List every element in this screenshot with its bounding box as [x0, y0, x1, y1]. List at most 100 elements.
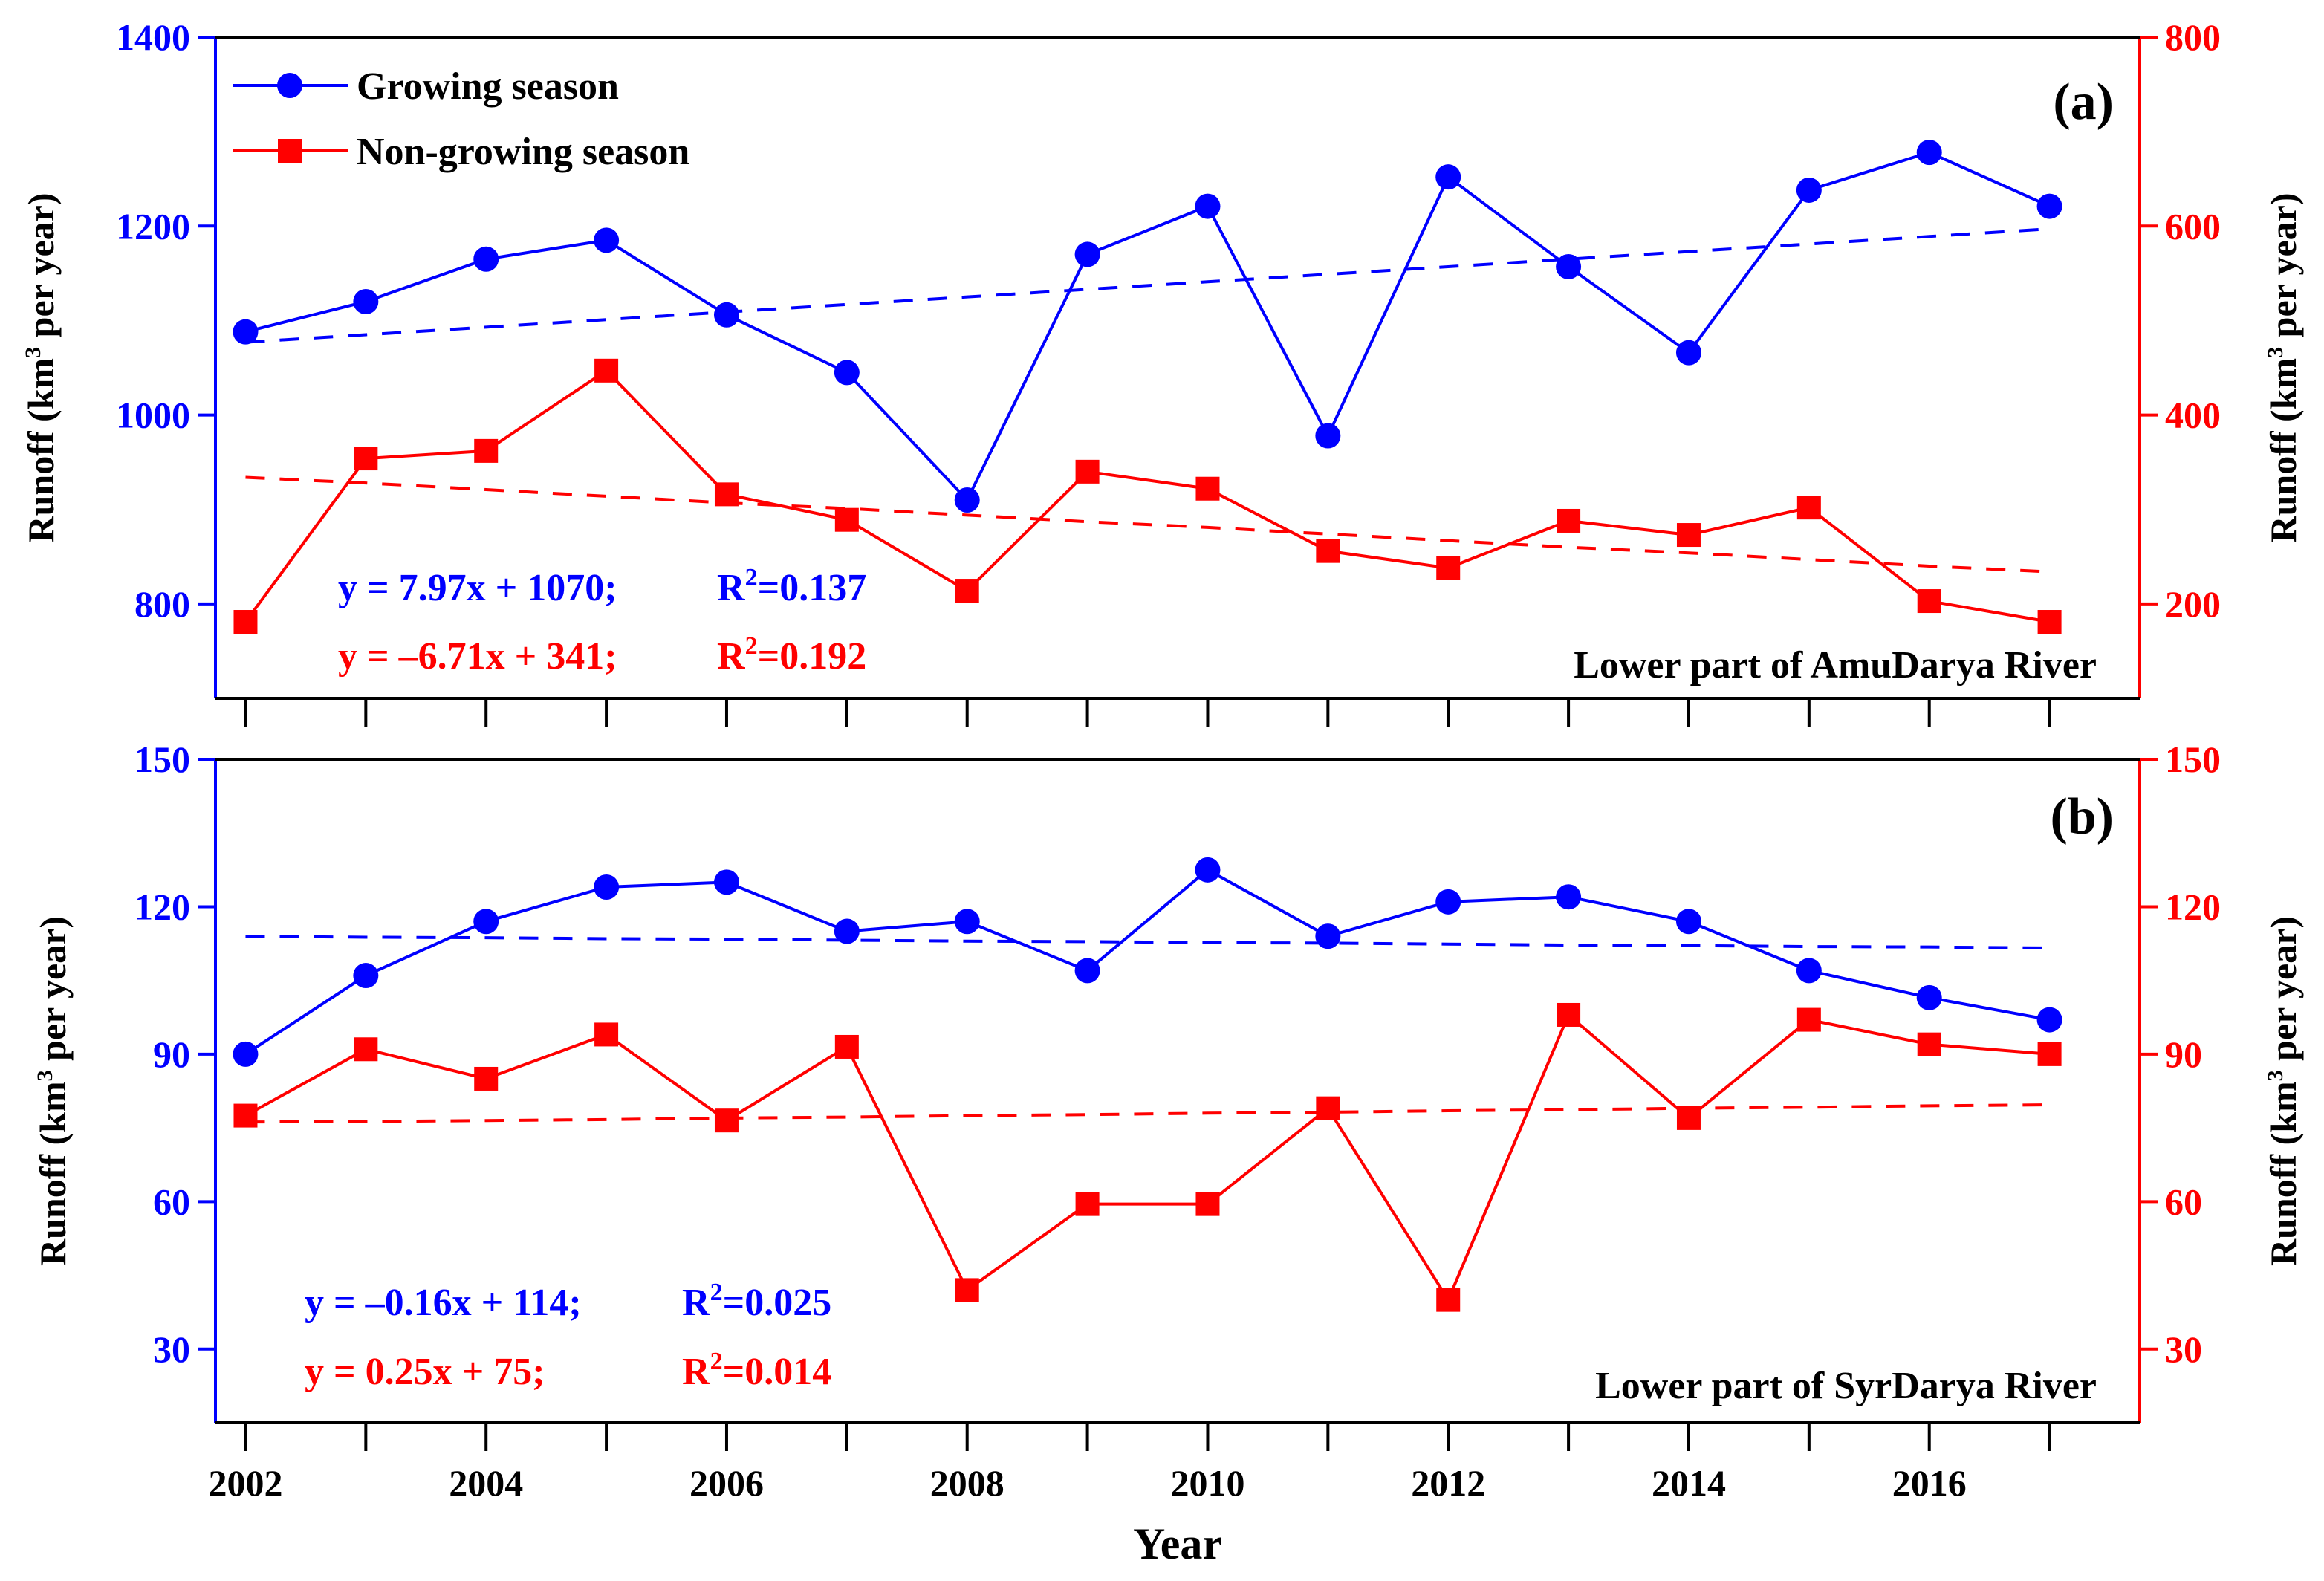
x-tick-label: 2004: [449, 1462, 523, 1504]
data-point: [713, 302, 739, 328]
regression-equation: y = –0.16x + 114;: [305, 1282, 582, 1324]
data-point: [1796, 1007, 1821, 1032]
data-point: [954, 909, 980, 935]
data-point: [1195, 1192, 1220, 1216]
data-point: [1675, 909, 1701, 935]
data-point: [834, 507, 859, 532]
right-y-axis-title: Runoff (km3 per year): [2262, 916, 2304, 1266]
panel-label: (b): [2050, 788, 2114, 845]
left-y-tick-label: 1000: [116, 395, 190, 436]
data-point: [1917, 1032, 1941, 1056]
data-point: [2037, 1042, 2062, 1066]
data-point: [1796, 496, 1821, 520]
data-point: [1675, 340, 1701, 366]
data-point: [233, 1041, 259, 1067]
data-point: [1796, 177, 1822, 203]
data-point: [594, 874, 620, 900]
series-line: [244, 150, 2051, 503]
legend-marker: [278, 139, 302, 163]
left-y-tick-label: 120: [134, 886, 190, 927]
data-point: [2036, 193, 2062, 219]
data-point: [1435, 164, 1461, 190]
r-squared: R2=0.014: [682, 1348, 831, 1393]
left-y-axis-title: Runoff (km3 per year): [32, 916, 74, 1266]
data-point: [473, 909, 499, 935]
trend-line: [245, 475, 2050, 574]
legend-marker: [277, 73, 302, 98]
data-point: [1195, 193, 1221, 219]
data-point: [353, 289, 379, 314]
trend-line: [245, 1103, 2050, 1124]
right-y-tick-label: 800: [2165, 16, 2221, 58]
legend-label: Non-growing season: [357, 131, 689, 173]
data-point: [1556, 884, 1582, 910]
left-y-tick-label: 150: [134, 738, 190, 780]
trend-line: [245, 935, 2050, 950]
series-line: [244, 1012, 2050, 1303]
data-point: [473, 246, 499, 272]
right-y-tick-label: 90: [2165, 1033, 2202, 1075]
x-tick-label: 2002: [208, 1462, 282, 1504]
data-point: [594, 358, 619, 383]
r-squared: R2=0.192: [717, 632, 866, 678]
regression-equation: y = 0.25x + 75;: [305, 1351, 545, 1393]
data-point: [1195, 857, 1221, 883]
data-point: [1436, 556, 1461, 580]
data-point: [1676, 1106, 1701, 1130]
data-point: [354, 1037, 378, 1062]
data-point: [954, 487, 980, 513]
left-y-tick-label: 90: [153, 1033, 190, 1075]
panel-subtitle: Lower part of AmuDarya River: [1574, 644, 2097, 686]
data-point: [834, 360, 860, 386]
series-line: [244, 868, 2050, 1056]
data-point: [354, 447, 378, 471]
x-tick-label: 2012: [1411, 1462, 1485, 1504]
data-point: [1195, 476, 1220, 501]
r-squared: R2=0.025: [682, 1279, 831, 1324]
data-point: [1435, 889, 1461, 915]
data-point: [1316, 539, 1340, 563]
data-point: [1917, 589, 1941, 614]
r-squared: R2=0.137: [717, 564, 866, 609]
data-point: [955, 579, 979, 603]
legend-label: Growing season: [357, 65, 619, 108]
data-point: [233, 610, 258, 634]
x-tick-label: 2014: [1652, 1462, 1726, 1504]
right-y-tick-label: 400: [2165, 395, 2221, 436]
right-y-tick-label: 600: [2165, 205, 2221, 247]
data-point: [233, 1103, 258, 1128]
right-y-tick-label: 120: [2165, 886, 2221, 927]
data-point: [1556, 253, 1582, 279]
left-y-tick-label: 30: [153, 1328, 190, 1370]
data-point: [1436, 1288, 1461, 1312]
data-point: [1315, 423, 1341, 449]
x-tick-label: 2008: [930, 1462, 1004, 1504]
right-y-tick-label: 30: [2165, 1328, 2202, 1370]
x-tick-label: 2006: [689, 1462, 764, 1504]
data-point: [714, 482, 739, 507]
data-point: [1916, 140, 1942, 166]
left-y-tick-label: 60: [153, 1181, 190, 1222]
x-axis-title: Year: [1133, 1519, 1222, 1568]
panel-subtitle: Lower part of SyrDarya River: [1595, 1365, 2097, 1407]
panel-label: (a): [2053, 74, 2114, 131]
left-y-tick-label: 1200: [116, 205, 190, 247]
data-point: [594, 227, 620, 253]
panel-a: 800 1000 1200 1400 200 400 600 800 (a) Lower part…: [116, 16, 2221, 727]
x-tick-label: 2016: [1892, 1462, 1967, 1504]
data-point: [834, 918, 860, 944]
left-y-tick-label: 1400: [116, 16, 190, 58]
data-point: [474, 438, 499, 463]
data-point: [1676, 523, 1701, 548]
data-point: [2036, 1007, 2062, 1033]
regression-equation: y = –6.71x + 341;: [338, 635, 617, 678]
data-point: [1796, 958, 1822, 984]
right-y-tick-label: 200: [2165, 583, 2221, 625]
data-point: [1074, 241, 1100, 267]
data-point: [955, 1278, 979, 1302]
right-y-axis-title: Runoff (km3 per year): [2262, 193, 2304, 543]
data-point: [1075, 1192, 1100, 1216]
data-point: [713, 869, 739, 895]
panel-b: 2002 2004 2006 2008 2010 2012 2014 2016 Year 30 60…: [134, 738, 2221, 1568]
data-point: [1557, 1002, 1581, 1027]
